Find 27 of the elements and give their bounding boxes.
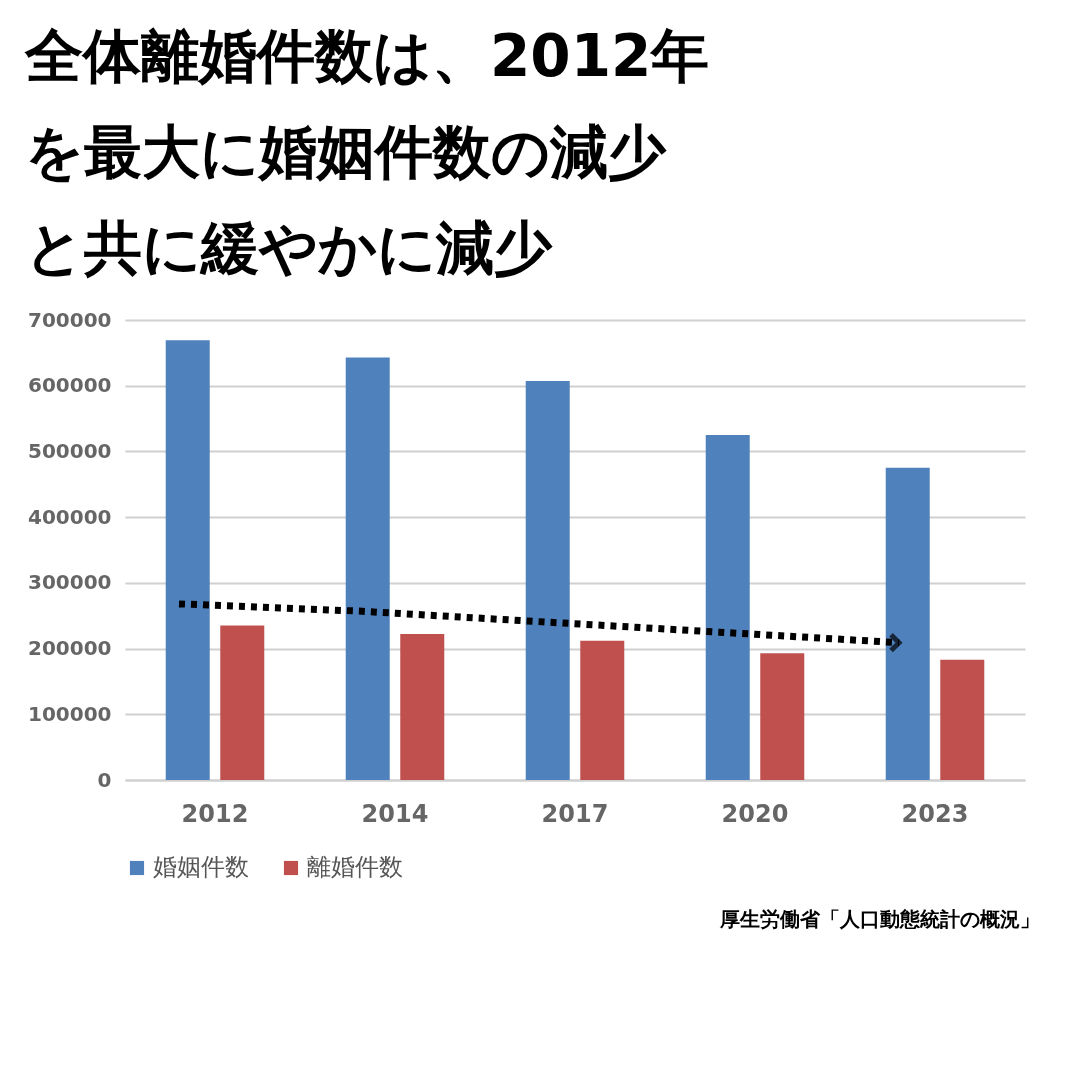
y-tick-label: 300000 <box>28 570 112 595</box>
bar <box>940 659 985 780</box>
y-tick-label: 100000 <box>28 701 112 726</box>
bar <box>525 381 570 780</box>
y-tick-label: 400000 <box>28 504 112 529</box>
y-tick-label: 0 <box>97 767 112 792</box>
bar <box>345 357 390 780</box>
bar <box>580 640 625 780</box>
bar <box>165 340 210 780</box>
legend-label: 婚姻件数 <box>153 853 249 881</box>
bar <box>220 625 265 780</box>
y-tick-label: 500000 <box>28 438 112 463</box>
text: 厚生労働省「人口動態統計の概況」 <box>719 907 1040 931</box>
bar <box>400 634 445 780</box>
y-tick-label: 600000 <box>28 373 112 398</box>
x-tick-label: 2023 <box>901 799 969 828</box>
y-tick-label: 700000 <box>28 307 112 332</box>
bar <box>705 435 750 780</box>
x-tick-label: 2012 <box>181 799 249 828</box>
y-tick-label: 200000 <box>28 636 112 661</box>
legend-label: 離婚件数 <box>307 853 403 881</box>
bar <box>760 653 805 780</box>
x-tick-label: 2014 <box>361 799 429 828</box>
bar <box>885 467 930 780</box>
x-tick-label: 2017 <box>541 799 609 828</box>
chart-title: 全体離婚件数は、2012年を最大に婚姻件数の減少と共に緩やかに減少 <box>24 22 710 282</box>
x-tick-label: 2020 <box>721 799 789 828</box>
